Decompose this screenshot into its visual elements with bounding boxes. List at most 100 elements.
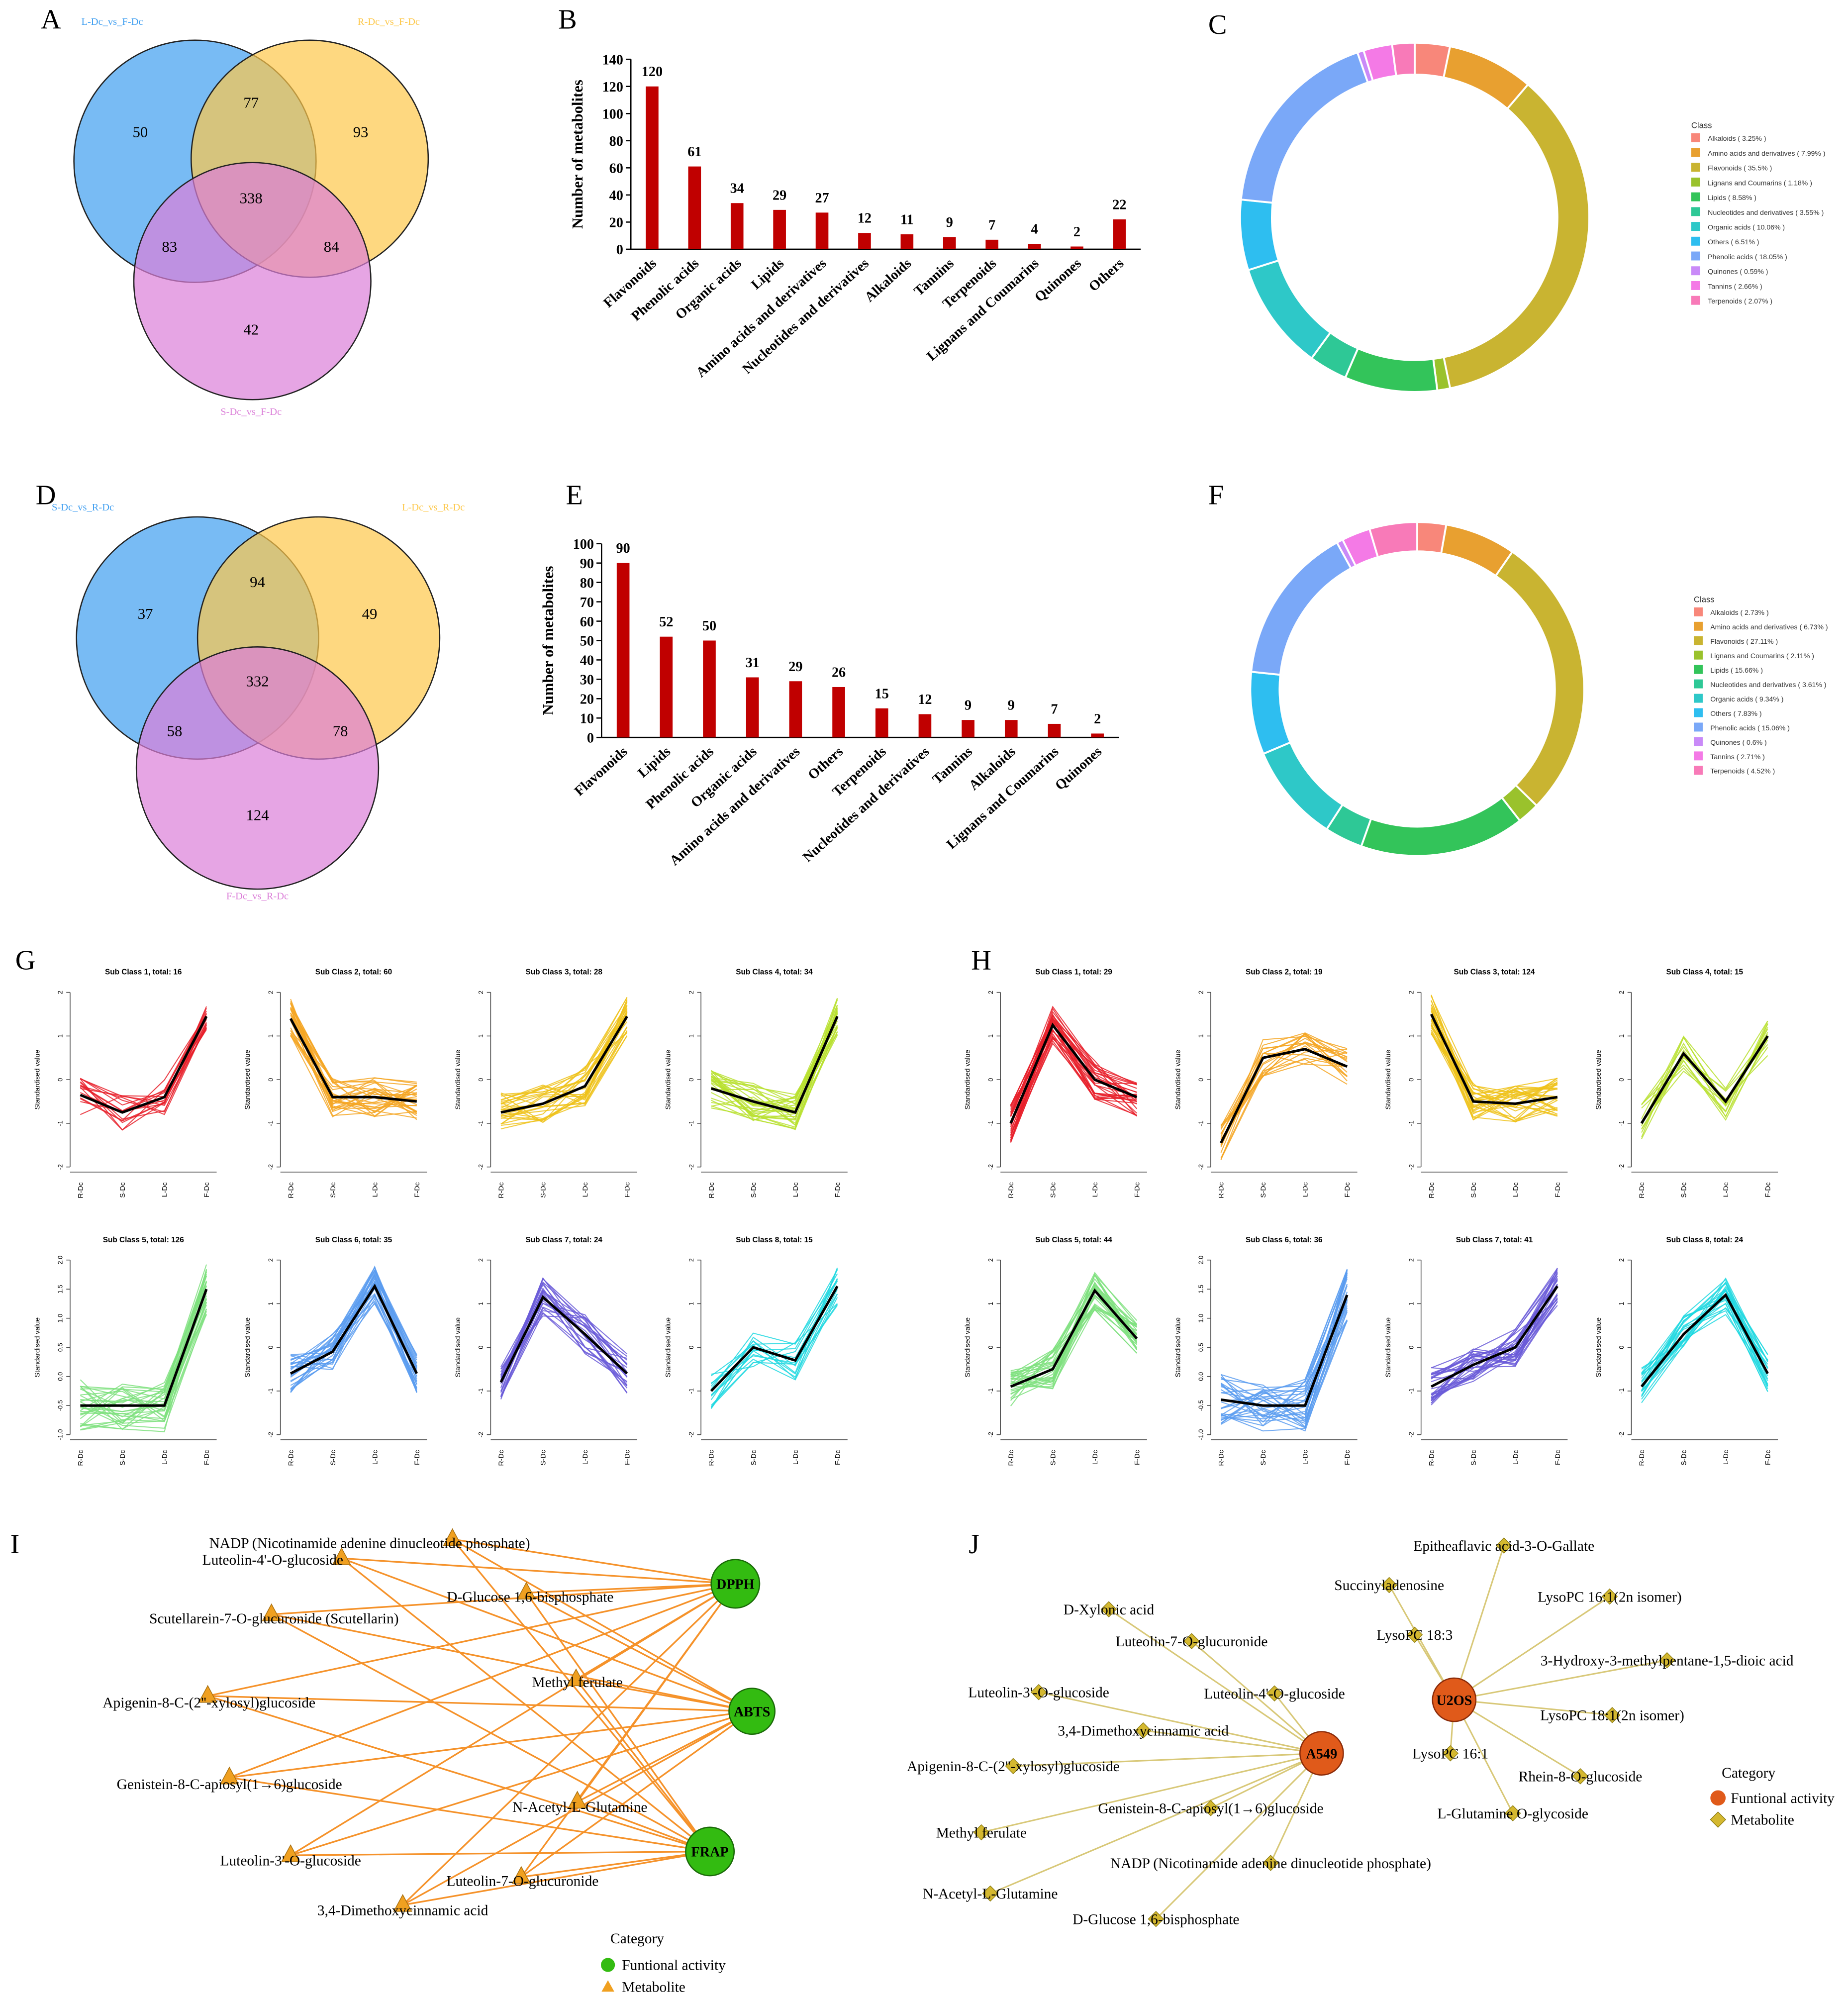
legend-label: Lipids ( 15.66% ) [1710, 666, 1763, 674]
legend-circle-icon [1710, 1790, 1726, 1806]
x-tick-label: S-Dc [539, 1450, 547, 1465]
y-axis-title: Number of metabolites [569, 80, 586, 229]
y-tick-label: 100 [573, 537, 594, 552]
venn-count: 84 [324, 238, 339, 255]
x-tick-label: R-Dc [287, 1182, 294, 1198]
member-line [1221, 1270, 1348, 1419]
metabolite-label: Methyl ferulate [532, 1675, 622, 1691]
venn-set-label: R-Dc_vs_F-Dc [358, 16, 420, 27]
member-line [500, 1035, 628, 1130]
x-tick-label: R-Dc [497, 1450, 505, 1466]
x-tick-label: L-Dc [1511, 1450, 1519, 1465]
y-tick-label: 0 [1407, 1078, 1415, 1082]
bar-value-label: 22 [1112, 197, 1126, 212]
x-tick-label: L-Dc [161, 1182, 169, 1197]
y-tick-label: 0 [616, 242, 623, 258]
x-tick-label: Lipids [748, 256, 787, 293]
member-line [710, 1025, 838, 1130]
member-line [710, 1279, 838, 1408]
subplot-title: Sub Class 8, total: 15 [736, 1236, 813, 1244]
legend-label: Nucleotides and derivatives ( 3.61% ) [1710, 681, 1826, 689]
mean-line [1220, 1048, 1348, 1144]
x-tick-label: F-Dc [833, 1450, 841, 1465]
legend-swatch [1691, 207, 1700, 216]
x-tick-label: R-Dc [1217, 1450, 1225, 1466]
legend-swatch [1693, 694, 1703, 703]
y-tick-label: 1 [477, 1302, 485, 1305]
x-tick-label: Others [1086, 256, 1127, 295]
y-tick-label: 0 [1407, 1346, 1415, 1349]
venn-count: 49 [362, 605, 378, 622]
y-axis-title: Standardised value [964, 1050, 972, 1110]
venn-set-label: F-Dc_vs_R-Dc [226, 891, 289, 902]
x-tick-label: F-Dc [202, 1182, 210, 1197]
x-tick-label: Quinones [1052, 744, 1105, 794]
metabolite-label: Luteolin-4'-O-glucoside [202, 1552, 343, 1568]
y-tick-label: -1 [267, 1120, 274, 1126]
legend-label: Quinones ( 0.6% ) [1710, 738, 1766, 746]
activity-label: A549 [1306, 1746, 1338, 1762]
member-line [290, 1275, 417, 1390]
venn-circle [135, 646, 380, 890]
legend-label: Metabolite [1731, 1812, 1794, 1828]
donut-slice [1391, 41, 1416, 77]
x-tick-label: S-Dc [1049, 1450, 1057, 1465]
legend-swatch [1693, 636, 1703, 645]
panel-letter: G [15, 945, 36, 976]
y-tick-label: -1 [1407, 1120, 1415, 1126]
network-edge [981, 1752, 1322, 1833]
x-tick-label: F-Dc [1133, 1450, 1141, 1465]
network-edge [576, 1678, 752, 1712]
bar [688, 166, 701, 249]
subplot-title: Sub Class 7, total: 24 [525, 1236, 602, 1244]
bar [832, 687, 845, 738]
mean-line [289, 1018, 417, 1103]
network-edge [521, 1850, 710, 1878]
y-tick-label: 20 [609, 215, 623, 231]
venn-circle [133, 162, 372, 400]
y-tick-label: 1.0 [1197, 1314, 1205, 1323]
network-edge [1454, 1659, 1667, 1701]
network-edge [1454, 1699, 1613, 1716]
y-tick-label: -1 [987, 1120, 994, 1126]
activity-label: FRAP [691, 1845, 729, 1860]
metabolite-diamond-icon [1005, 1758, 1022, 1775]
donut-slice [1442, 83, 1590, 390]
network-J: D-Xylonic acid Luteolin-7-O-glucuronide Lu… [907, 1537, 1835, 1928]
y-tick-label: 0 [1618, 1346, 1625, 1349]
y-tick-label: 1 [687, 1034, 695, 1038]
metabolite-label: 3,4-Dimethoxycinnamic acid [317, 1903, 488, 1919]
y-tick-label: 1 [267, 1034, 274, 1038]
bar-value-label: 7 [1051, 701, 1058, 717]
panel-letter: B [558, 4, 577, 35]
y-tick-label: 0 [687, 1078, 695, 1082]
legend-swatch [1691, 148, 1700, 157]
x-tick-label: L-Dc [371, 1450, 379, 1465]
x-tick-label: F-Dc [1554, 1450, 1561, 1465]
y-tick-label: -1.0 [57, 1429, 64, 1440]
donut-slice [1494, 550, 1585, 807]
y-tick-label: -2 [477, 1432, 485, 1437]
x-tick-label: S-Dc [1259, 1450, 1267, 1465]
y-tick-label: -2 [987, 1432, 994, 1437]
network-edge [990, 1752, 1322, 1895]
y-tick-label: -1 [477, 1388, 485, 1394]
network-edge [520, 1583, 736, 1878]
network-edge [1453, 1545, 1505, 1700]
metabolite-triangle-icon [568, 1791, 587, 1809]
x-tick-label: F-Dc [1343, 1450, 1351, 1465]
mean-line [1640, 1035, 1769, 1124]
y-tick-label: 0.0 [57, 1372, 64, 1381]
bar [875, 708, 888, 738]
y-tick-label: 100 [602, 107, 623, 122]
metabolite-label: Luteolin-7-O-glucuronide [446, 1874, 598, 1890]
y-tick-label: 0 [687, 1346, 695, 1349]
legend-swatch [1693, 621, 1703, 631]
y-tick-label: 2 [1407, 1258, 1415, 1262]
legend-swatch [1691, 177, 1700, 187]
legend-swatch [1691, 236, 1700, 246]
metabolite-diamond-icon [982, 1885, 999, 1902]
member-line [80, 1024, 207, 1120]
legend-label: Alkaloids ( 3.25% ) [1708, 134, 1766, 142]
x-tick-label: R-Dc [1638, 1182, 1646, 1198]
